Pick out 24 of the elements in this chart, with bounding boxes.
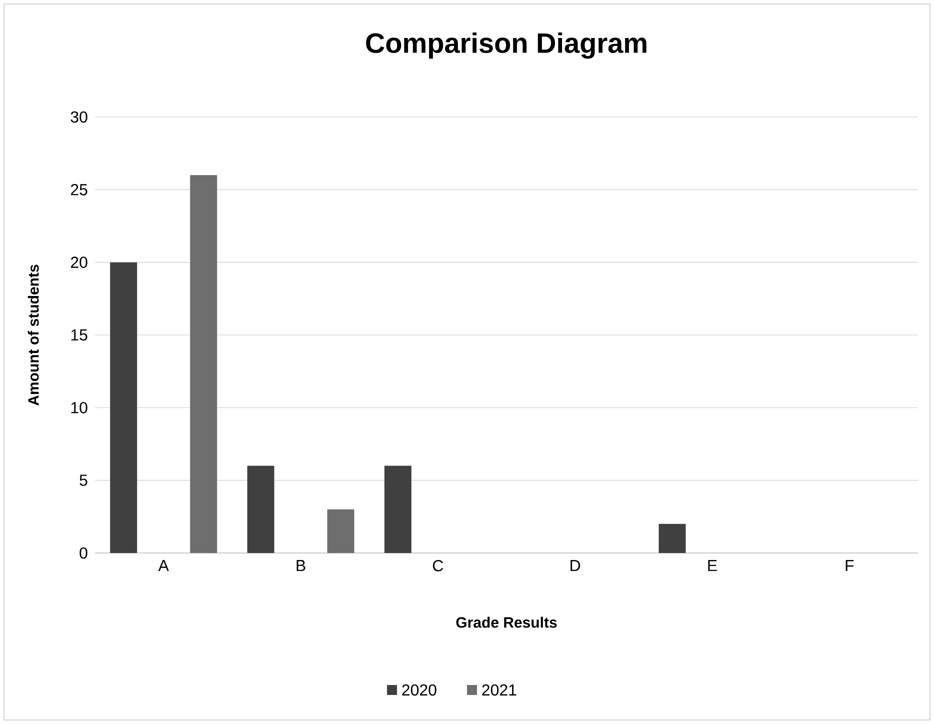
- y-tick-label: 20: [70, 256, 88, 268]
- y-axis-title: Amount of students: [28, 264, 39, 406]
- y-tick-label: 0: [80, 547, 88, 559]
- y-tick-label: 25: [70, 184, 88, 196]
- x-axis-title: Grade Results: [456, 616, 557, 628]
- bar: [658, 524, 686, 553]
- legend-label: 2021: [482, 684, 516, 696]
- y-tick-label: 10: [71, 402, 88, 414]
- x-tick-label: F: [846, 560, 854, 572]
- y-tick-label: 30: [70, 111, 88, 123]
- x-tick-label: A: [158, 560, 169, 572]
- legend-label: 2020: [402, 684, 436, 696]
- x-tick-label: C: [432, 560, 444, 572]
- bar: [190, 175, 218, 553]
- bar: [384, 466, 412, 553]
- x-tick-label: D: [570, 560, 580, 572]
- y-tick-label: 15: [71, 329, 88, 341]
- chart-title: Comparison Diagram: [366, 32, 646, 59]
- x-tick-label: B: [296, 560, 306, 572]
- bar: [327, 509, 354, 553]
- bar: [247, 466, 274, 553]
- y-tick-label: 5: [80, 474, 88, 486]
- bar: [110, 262, 138, 553]
- x-tick-label: E: [708, 560, 717, 572]
